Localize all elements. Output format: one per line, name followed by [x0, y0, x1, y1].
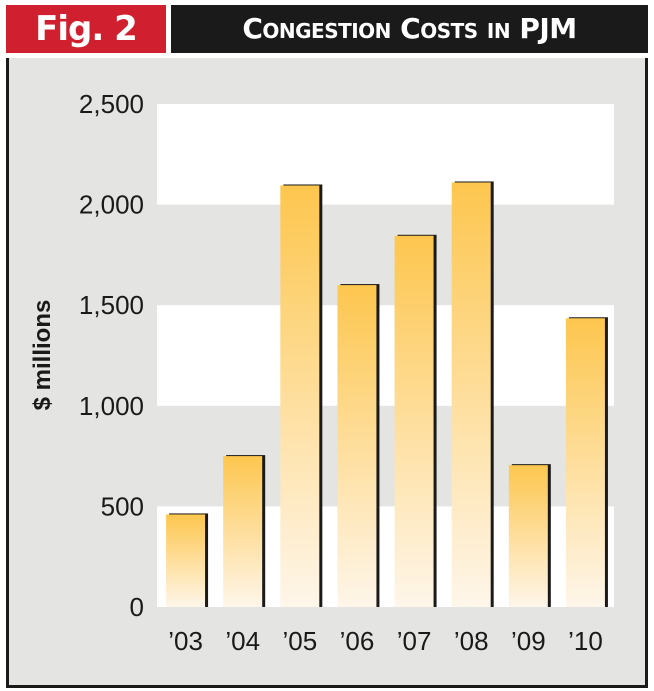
bar: [451, 182, 491, 607]
x-tick-label: ’05: [282, 626, 317, 656]
x-tick-label: ’09: [511, 626, 546, 656]
x-tick-label: ’08: [454, 626, 489, 656]
y-tick-label: 2,500: [79, 89, 144, 119]
bar: [508, 465, 548, 607]
y-tick-label: 1,000: [79, 391, 144, 421]
grid-band: [157, 104, 614, 205]
bar: [337, 285, 377, 607]
y-axis-ticks: 0 500 1,000 1,500 2,000 2,500: [79, 89, 144, 622]
bar: [166, 514, 206, 607]
y-tick-label: 2,000: [79, 190, 144, 220]
y-tick-label: 1,500: [79, 290, 144, 320]
x-tick-label: ’04: [225, 626, 260, 656]
x-tick-label: ’07: [397, 626, 432, 656]
x-tick-label: ’10: [568, 626, 603, 656]
x-tick-label: ’03: [168, 626, 203, 656]
figure-header: Fig. 2 Congestion Costs in PJM: [0, 0, 654, 58]
x-axis-ticks: ’03 ’04 ’05 ’06 ’07 ’08 ’09 ’10: [168, 626, 603, 656]
figure-title: Congestion Costs in PJM: [171, 5, 648, 53]
y-axis-label: $ millions: [29, 300, 56, 411]
bar: [280, 185, 320, 607]
x-tick-label: ’06: [340, 626, 375, 656]
bar: [565, 318, 605, 607]
y-tick-label: 500: [101, 491, 144, 521]
y-tick-label: 0: [130, 592, 144, 622]
grid-band: [157, 305, 614, 406]
bar: [223, 456, 263, 607]
figure-number: Fig. 2: [6, 5, 166, 53]
bar: [394, 235, 434, 607]
bars: [166, 181, 608, 607]
